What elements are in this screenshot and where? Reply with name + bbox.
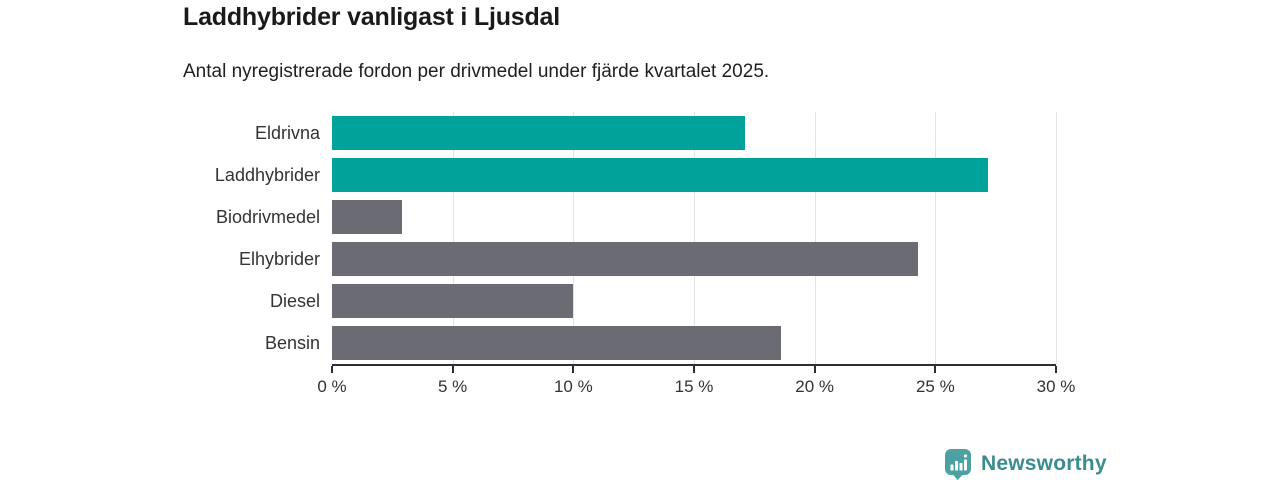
gridline-25 (935, 112, 937, 364)
x-axis-tick (693, 366, 695, 373)
plot-area: 0 % 5 % 10 % 15 % 20 % 25 % 30 % (317, 112, 1075, 396)
category-label: Biodrivmedel (215, 207, 320, 227)
category-label: Diesel (269, 291, 320, 311)
gridline-30 (1056, 112, 1057, 364)
chart-subtitle: Antal nyregistrerade fordon per drivmede… (183, 61, 770, 82)
x-axis-tick (813, 366, 816, 373)
x-axis-tick-label: 15 % (674, 377, 714, 396)
bar-row (332, 238, 1056, 280)
x-axis-tick-label: 25 % (915, 377, 955, 396)
newsworthy-chart-bubble-icon (945, 449, 971, 480)
x-axis-tick-label: 10 % (553, 377, 593, 396)
category-label: Elhybrider (238, 249, 320, 269)
newsworthy-logo-text: Newsworthy (981, 452, 1107, 475)
category-label: Laddhybrider (214, 165, 320, 185)
category-label: Bensin (264, 333, 320, 353)
gridline-5 (452, 112, 454, 364)
x-axis-tick (451, 366, 454, 373)
chart-title: Laddhybrider vanligast i Ljusdal (183, 3, 561, 31)
gridline-10 (573, 112, 575, 364)
bar (332, 158, 989, 192)
x-axis-tick-label: 20 % (795, 377, 835, 396)
bar (332, 326, 781, 360)
x-axis-tick-label: 5 % (438, 377, 468, 396)
bar (332, 116, 745, 150)
bar-row (332, 154, 1056, 196)
bar-row (332, 322, 1056, 364)
newsworthy-logo: Newsworthy (944, 448, 1107, 480)
bar-row (332, 112, 1056, 154)
x-axis-tick-label: 0 % (317, 377, 347, 396)
x-axis-tick (572, 366, 575, 373)
bar-row (332, 280, 1056, 322)
category-labels: Eldrivna Laddhybrider Biodrivmedel Elhybrid… (0, 112, 320, 364)
bar (332, 200, 402, 234)
bar (332, 284, 574, 318)
category-label: Eldrivna (254, 123, 320, 143)
x-axis-tick (1055, 366, 1057, 373)
x-axis-tick (934, 366, 937, 373)
bar (332, 242, 919, 276)
x-axis-tick (331, 366, 333, 373)
gridline-20 (814, 112, 816, 364)
bar-row (332, 196, 1056, 238)
gridline-15 (694, 112, 695, 364)
x-axis-tick-label: 30 % (1036, 377, 1076, 396)
